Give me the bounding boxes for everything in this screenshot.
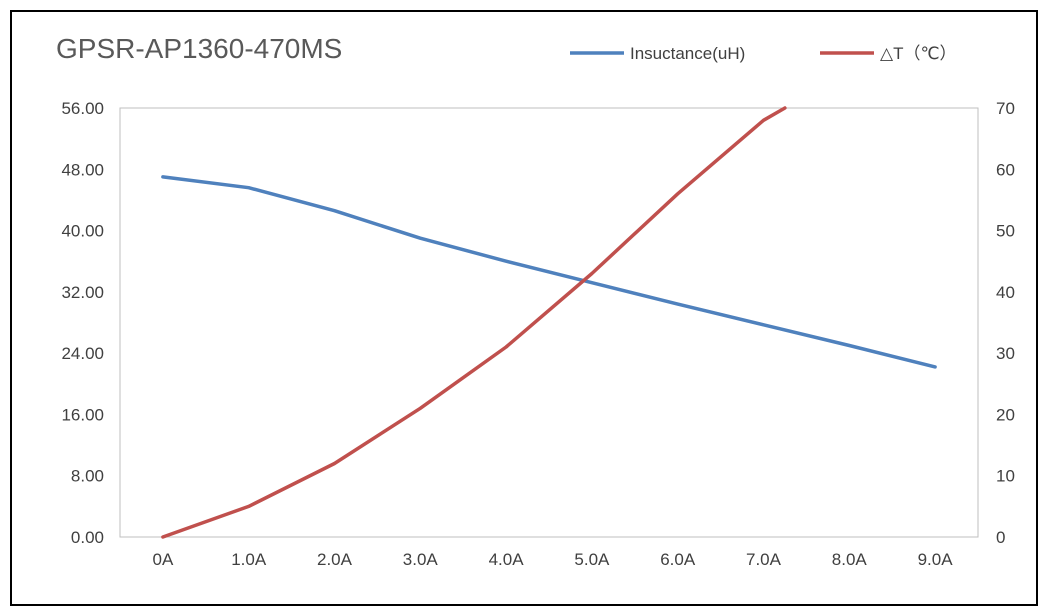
right-tick-label: 40: [996, 283, 1015, 302]
right-tick-label: 50: [996, 222, 1015, 241]
series-lines: [161, 106, 937, 539]
chart-title: GPSR-AP1360-470MS: [56, 33, 342, 64]
left-axis-ticks: 0.00 8.00 16.00 24.00 32.00 40.00 48.00 56.00: [61, 99, 104, 547]
right-tick-label: 20: [996, 405, 1015, 424]
x-tick-label: 9.0A: [918, 550, 954, 569]
legend-label-temperature: △T（℃）: [880, 44, 957, 63]
right-tick-label: 30: [996, 344, 1015, 363]
legend-label-inductance: Insuctance(uH): [630, 44, 745, 63]
left-tick-label: 16.00: [61, 405, 104, 424]
left-tick-label: 8.00: [71, 467, 104, 486]
left-tick-label: 40.00: [61, 222, 104, 241]
left-tick-label: 56.00: [61, 99, 104, 118]
x-tick-label: 7.0A: [746, 550, 782, 569]
x-tick-label: 0A: [153, 550, 174, 569]
left-tick-label: 32.00: [61, 283, 104, 302]
x-tick-label: 5.0A: [574, 550, 610, 569]
x-tick-label: 3.0A: [403, 550, 439, 569]
x-axis-ticks: 0A 1.0A 2.0A 3.0A 4.0A 5.0A 6.0A 7.0A 8.0A 9.0A: [153, 550, 954, 569]
x-tick-label: 4.0A: [489, 550, 525, 569]
right-tick-label: 60: [996, 160, 1015, 179]
right-tick-label: 0: [996, 528, 1005, 547]
x-tick-label: 8.0A: [832, 550, 868, 569]
legend: Insuctance(uH) △T（℃）: [570, 44, 957, 63]
x-tick-label: 6.0A: [660, 550, 696, 569]
chart-frame: [10, 10, 1038, 606]
right-axis-ticks: 0 10 20 30 40 50 60 70: [996, 99, 1015, 547]
series-line-inductance: [161, 175, 937, 369]
plot-border: [119, 107, 979, 538]
series-line-temperature: [161, 106, 787, 539]
right-tick-label: 10: [996, 467, 1015, 486]
left-tick-label: 0.00: [71, 528, 104, 547]
right-tick-label: 70: [996, 99, 1015, 118]
x-tick-label: 1.0A: [231, 550, 267, 569]
left-tick-label: 24.00: [61, 344, 104, 363]
plot-area: [119, 107, 979, 538]
left-tick-label: 48.00: [61, 160, 104, 179]
x-tick-label: 2.0A: [317, 550, 353, 569]
